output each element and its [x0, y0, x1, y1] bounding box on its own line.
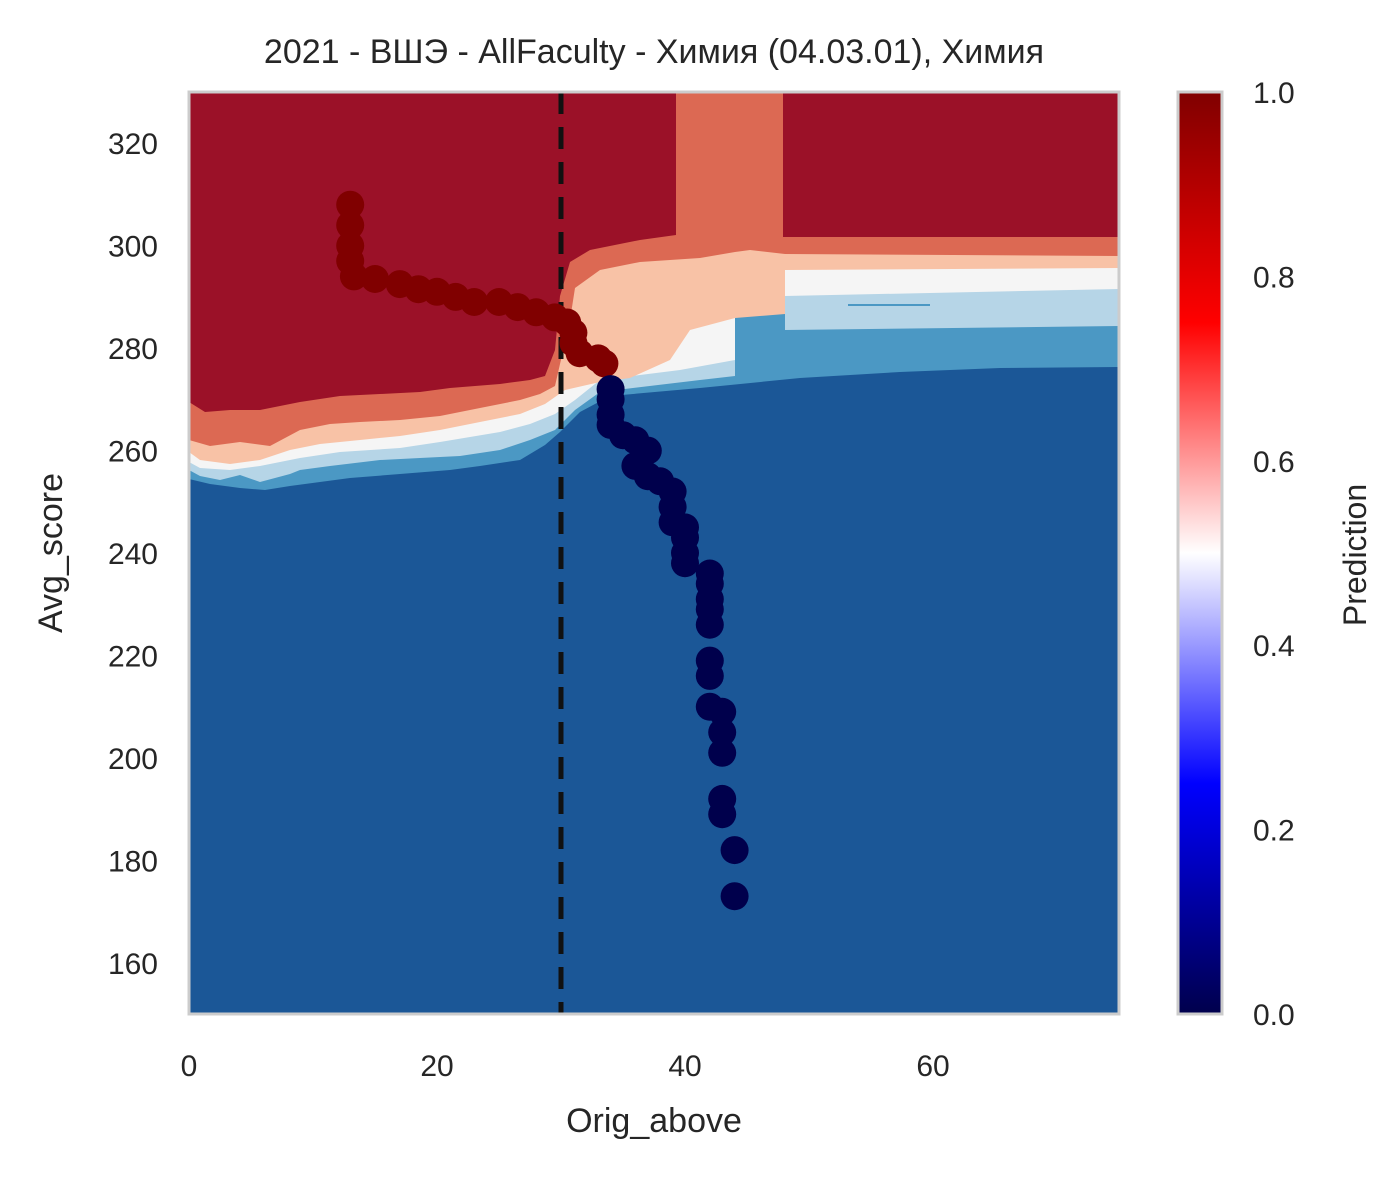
- scatter-point-pred-0: [720, 836, 749, 865]
- x-axis-label: Orig_above: [566, 1102, 742, 1140]
- scatter-point-pred-0: [708, 718, 737, 747]
- y-tick-label: 200: [108, 743, 158, 776]
- scatter-point-pred-0: [708, 738, 737, 767]
- scatter-point-pred-1: [336, 211, 365, 240]
- y-tick-label: 260: [108, 436, 158, 469]
- y-tick-label: 240: [108, 538, 158, 571]
- colorbar-tick-label: 0.8: [1253, 261, 1295, 294]
- contour-band-high-right: [783, 92, 1119, 237]
- colorbar-tick-label: 0.2: [1253, 815, 1295, 848]
- colorbar-tick-label: 1.0: [1253, 77, 1295, 110]
- y-tick-label: 320: [108, 128, 158, 161]
- scatter-point-pred-0: [708, 697, 737, 726]
- scatter-point-pred-1: [361, 265, 389, 293]
- x-tick-label: 20: [420, 1050, 453, 1083]
- x-tick-label: 60: [916, 1050, 949, 1083]
- colorbar-tick-label: 0.4: [1253, 630, 1295, 663]
- x-tick-label: 0: [181, 1050, 198, 1083]
- y-axis-label: Avg_score: [32, 473, 70, 633]
- scatter-point-pred-0: [695, 610, 724, 639]
- y-tick-label: 160: [108, 948, 158, 981]
- x-axis-ticks: 0 20 40 60: [181, 1050, 950, 1083]
- scatter-point-pred-1: [590, 349, 619, 378]
- scatter-point-pred-0: [720, 882, 749, 911]
- scatter-point-pred-1: [339, 262, 368, 291]
- scatter-point-pred-1: [336, 190, 365, 219]
- y-tick-label: 300: [108, 231, 158, 264]
- colorbar-label: Prediction: [1337, 484, 1373, 626]
- scatter-point-pred-0: [695, 661, 724, 690]
- colorbar-tick-label: 0.0: [1253, 999, 1295, 1032]
- colorbar-gradient: [1176, 90, 1224, 1016]
- scatter-point-pred-0: [708, 800, 737, 829]
- chart-title: 2021 - ВШЭ - AllFaculty - Химия (04.03.0…: [264, 33, 1044, 71]
- y-tick-label: 280: [108, 333, 158, 366]
- plot-frame: [187, 90, 1121, 1016]
- x-tick-label: 40: [668, 1050, 701, 1083]
- y-tick-label: 180: [108, 845, 158, 878]
- contour-fill-group: [189, 92, 1119, 1014]
- contour-band-high: [189, 92, 676, 412]
- scatter-points-group: [336, 190, 749, 911]
- scatter-point-pred-1: [460, 288, 489, 316]
- y-tick-label: 220: [108, 640, 158, 673]
- scatter-point-pred-0: [671, 549, 699, 578]
- colorbar-ticks: 0.0 0.2 0.4 0.6 0.8 1.0: [1253, 77, 1295, 1032]
- y-axis-ticks: 160 180 200 220 240 260 280 300 320: [108, 128, 158, 981]
- colorbar-tick-label: 0.6: [1253, 446, 1295, 479]
